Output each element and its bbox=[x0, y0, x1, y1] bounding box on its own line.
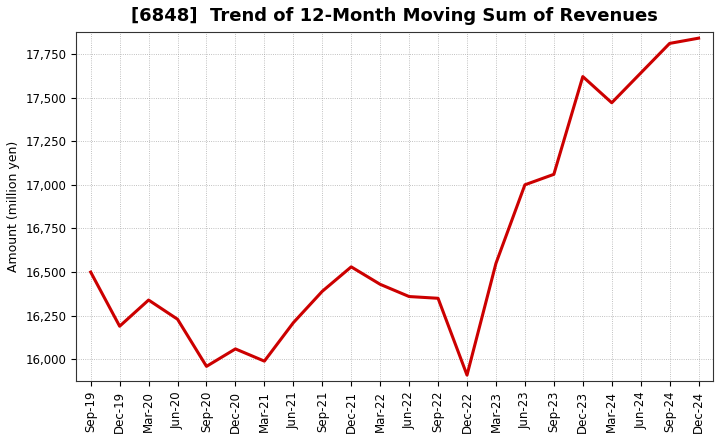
Y-axis label: Amount (million yen): Amount (million yen) bbox=[7, 141, 20, 272]
Title: [6848]  Trend of 12-Month Moving Sum of Revenues: [6848] Trend of 12-Month Moving Sum of R… bbox=[131, 7, 658, 25]
